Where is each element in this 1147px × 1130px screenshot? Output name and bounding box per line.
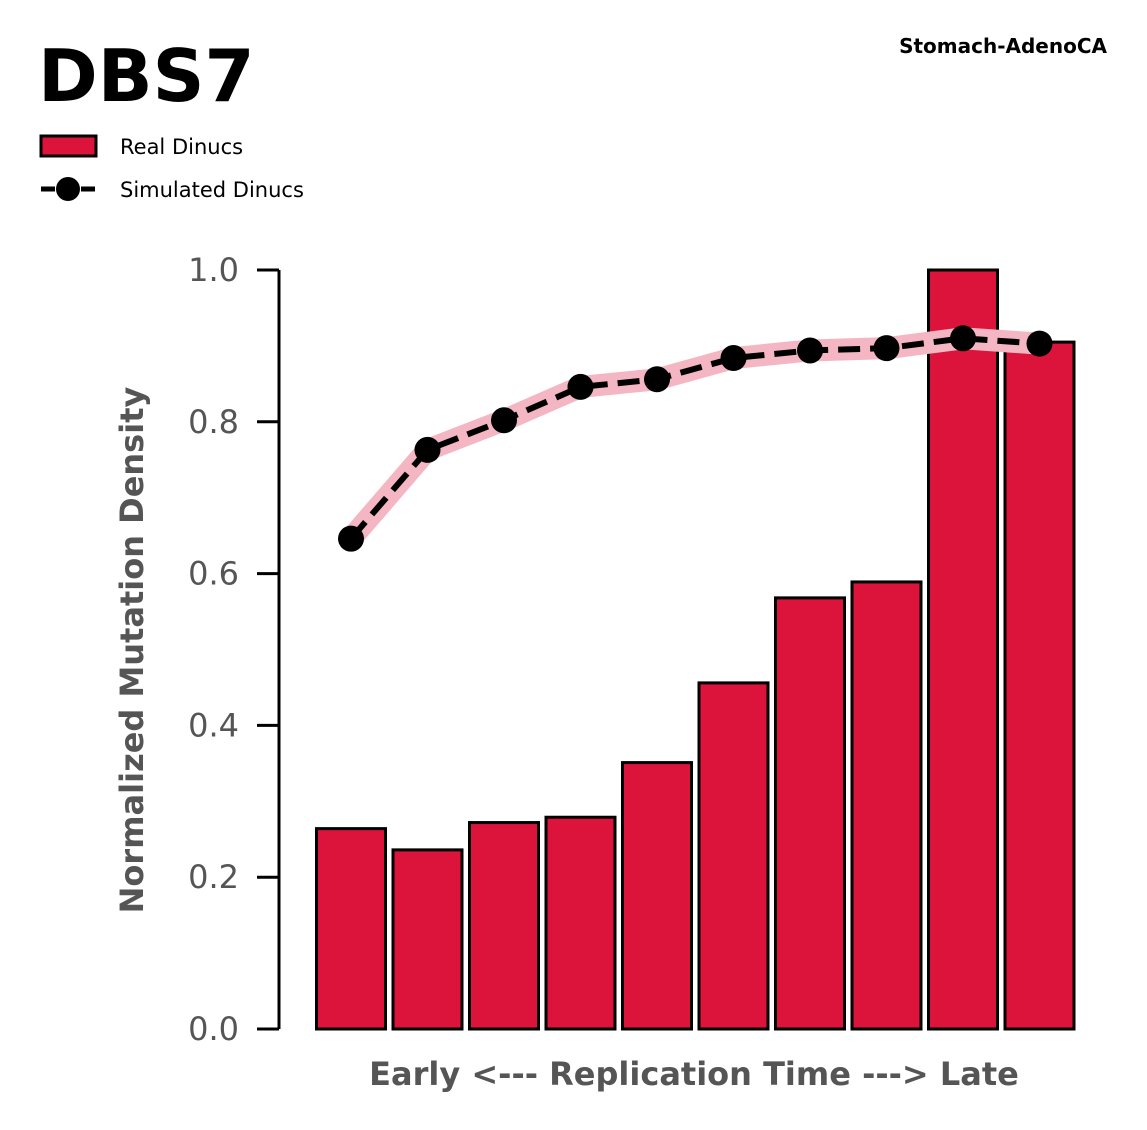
bar-real-dinucs xyxy=(621,761,693,1031)
simulated-line xyxy=(348,335,1040,541)
bars-group xyxy=(315,268,1076,1031)
legend-label-real: Real Dinucs xyxy=(120,135,243,159)
legend-marker-simulated xyxy=(56,177,80,201)
y-tick-label: 1.0 xyxy=(188,251,239,289)
simulated-point xyxy=(873,335,900,362)
y-tick-label: 0.4 xyxy=(188,706,239,744)
y-axis: 0.0 0.2 0.4 0.6 0.8 1.0 xyxy=(188,251,281,1048)
simulated-point xyxy=(1026,330,1053,357)
simulated-point xyxy=(414,436,441,463)
y-tick-label: 0.8 xyxy=(188,403,239,441)
bar-real-dinucs xyxy=(544,815,617,1031)
x-axis-label: Early <--- Replication Time ---> Late xyxy=(369,1055,1019,1093)
bar-real-dinucs xyxy=(774,596,846,1031)
simulated-point xyxy=(720,345,747,372)
legend: Real Dinucs Simulated Dinucs xyxy=(39,134,304,202)
simulated-series-group xyxy=(338,325,1053,552)
bar-real-dinucs xyxy=(927,268,999,1031)
legend-label-simulated: Simulated Dinucs xyxy=(120,178,304,202)
chart-subtitle: Stomach-AdenoCA xyxy=(899,34,1107,58)
y-tick-label: 0.6 xyxy=(188,555,239,593)
bar-real-dinucs xyxy=(697,681,770,1031)
simulated-point xyxy=(644,366,670,393)
simulated-point xyxy=(797,337,823,364)
bar-real-dinucs xyxy=(391,848,464,1031)
simulated-point xyxy=(491,407,517,434)
y-tick-label: 0.0 xyxy=(188,1010,239,1048)
bar-real-dinucs xyxy=(1003,340,1076,1031)
chart-title: DBS7 xyxy=(38,34,255,118)
bar-real-dinucs xyxy=(850,580,923,1031)
bar-real-dinucs xyxy=(468,821,540,1031)
y-tick-label: 0.2 xyxy=(188,858,239,896)
simulated-point xyxy=(950,325,976,352)
bar-real-dinucs xyxy=(315,827,387,1031)
y-axis-label: Normalized Mutation Density xyxy=(113,387,151,914)
simulated-point xyxy=(567,373,594,400)
legend-swatch-real xyxy=(39,134,98,158)
simulated-point xyxy=(338,525,364,552)
